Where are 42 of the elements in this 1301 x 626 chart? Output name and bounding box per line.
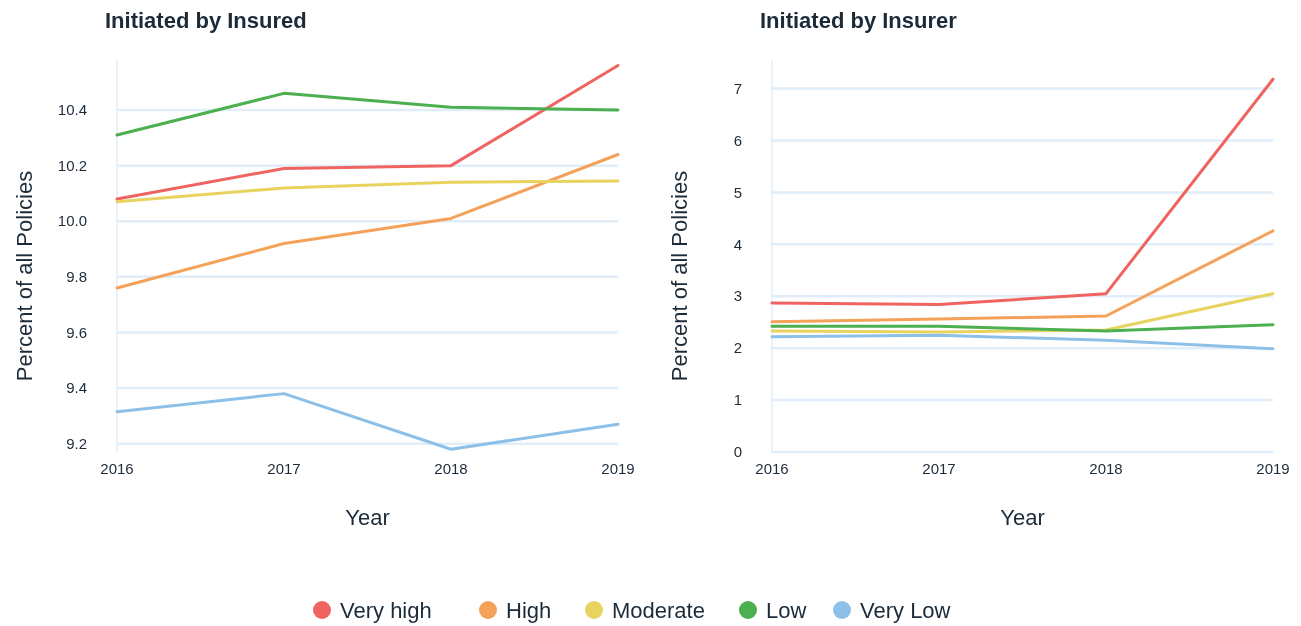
legend-label: Very high	[340, 597, 432, 623]
y-tick-label: 5	[733, 183, 742, 201]
x-axis-title: Year	[1000, 505, 1045, 530]
y-tick-label: 4	[733, 235, 742, 253]
legend-label: High	[506, 597, 552, 623]
x-tick-label: 2019	[601, 460, 635, 477]
x-tick-label: 2018	[1089, 460, 1123, 477]
line-series	[115, 91, 620, 137]
chart-title: Initiated by Insured	[105, 8, 307, 33]
x-tick-label: 2016	[755, 460, 789, 477]
y-tick-label: 0	[733, 443, 742, 461]
x-tick-label: 2018	[434, 460, 468, 477]
line-series	[115, 64, 620, 201]
chart-title: Initiated by Insurer	[760, 8, 958, 33]
line-series	[115, 153, 620, 290]
y-tick-label: 10.4	[57, 101, 87, 119]
y-tick-label: 6	[733, 131, 742, 149]
x-axis-title: Year	[345, 505, 390, 530]
y-tick-label: 9.6	[66, 323, 87, 341]
y-tick-label: 2	[733, 339, 742, 357]
legend-label: Very Low	[860, 597, 951, 623]
y-tick-label: 9.8	[66, 268, 87, 286]
line-series	[770, 229, 1275, 324]
x-tick-label: 2019	[1256, 460, 1290, 477]
y-axis-title: Percent of all Policies	[667, 170, 692, 382]
y-tick-label: 7	[733, 79, 742, 97]
y-tick-label: 10.2	[57, 156, 87, 174]
y-tick-label: 1	[733, 391, 742, 409]
y-tick-label: 3	[733, 287, 742, 305]
x-tick-label: 2016	[100, 460, 134, 477]
legend-label: Low	[766, 597, 807, 623]
y-axis-title: Percent of all Policies	[12, 170, 37, 382]
line-series	[770, 77, 1275, 307]
legend-label: Moderate	[612, 597, 705, 623]
x-tick-label: 2017	[922, 460, 956, 477]
y-tick-label: 10.0	[57, 212, 87, 230]
line-series	[115, 392, 620, 451]
y-tick-label: 9.4	[66, 379, 87, 397]
line-series	[115, 179, 620, 204]
x-tick-label: 2017	[267, 460, 301, 477]
y-tick-label: 9.2	[66, 434, 87, 452]
line-series	[770, 333, 1275, 351]
